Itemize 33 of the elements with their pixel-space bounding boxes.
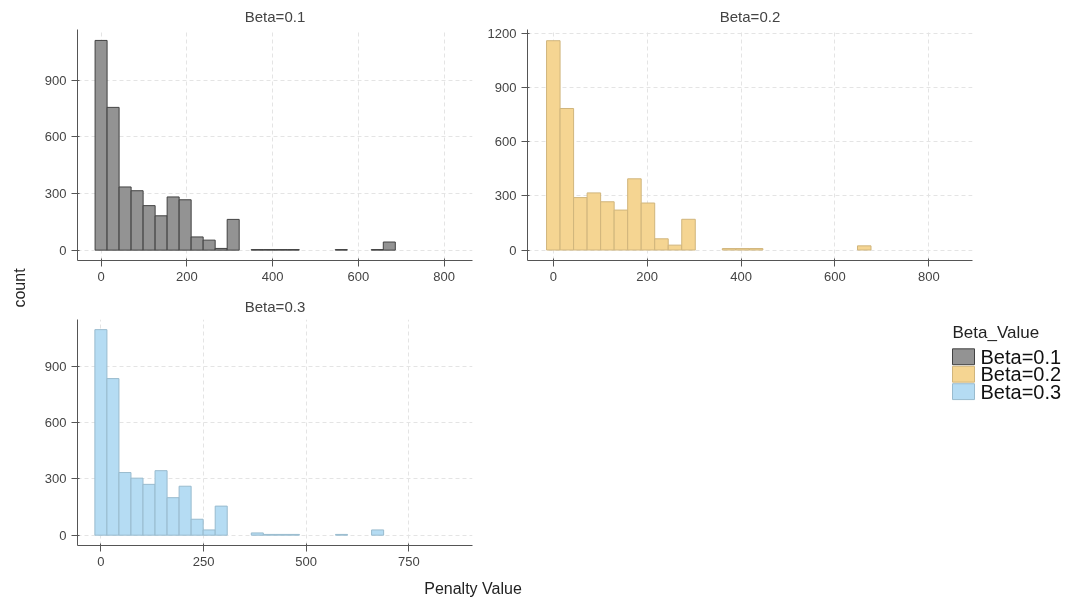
x-tick-label: 600	[347, 268, 370, 284]
x-tick-label: 400	[261, 268, 284, 284]
x-tick-label: 750	[398, 553, 420, 569]
x-tick-label: 200	[176, 268, 198, 284]
x-tick-label: 800	[433, 268, 456, 284]
x-tick-label: 200	[636, 268, 659, 284]
x-tick-label: 800	[918, 268, 940, 284]
x-tick-label: 250	[192, 553, 215, 569]
y-tick-label: 300	[494, 188, 517, 204]
chart-title: Beta=0.3	[244, 297, 306, 315]
y-tick-label: 1200	[487, 25, 517, 41]
y-tick-label: 0	[509, 242, 517, 258]
y-tick-label: 300	[44, 186, 67, 202]
x-tick-label: 0	[549, 268, 557, 284]
y-tick-label: 600	[44, 129, 67, 145]
y-tick-label: 300	[44, 471, 67, 487]
x-tick-label: 0	[97, 268, 105, 284]
y-tick-label: 900	[44, 358, 67, 374]
chart-title: Beta=0.1	[244, 7, 306, 25]
x-tick-label: 500	[295, 553, 318, 569]
y-tick-label: 0	[59, 242, 67, 258]
y-tick-label: 600	[494, 134, 517, 150]
y-axis-title: count	[11, 267, 29, 308]
x-tick-label: 0	[97, 553, 105, 569]
chart-title: Beta=0.2	[719, 7, 781, 25]
y-tick-label: 900	[44, 72, 67, 88]
y-tick-label: 600	[44, 415, 67, 431]
x-tick-label: 400	[730, 268, 752, 284]
x-axis-title: Penalty Value	[424, 579, 522, 597]
y-tick-label: 0	[59, 527, 67, 543]
x-tick-label: 600	[824, 268, 846, 284]
y-tick-label: 900	[494, 79, 517, 95]
legend-title: Beta_Value	[952, 323, 1040, 343]
